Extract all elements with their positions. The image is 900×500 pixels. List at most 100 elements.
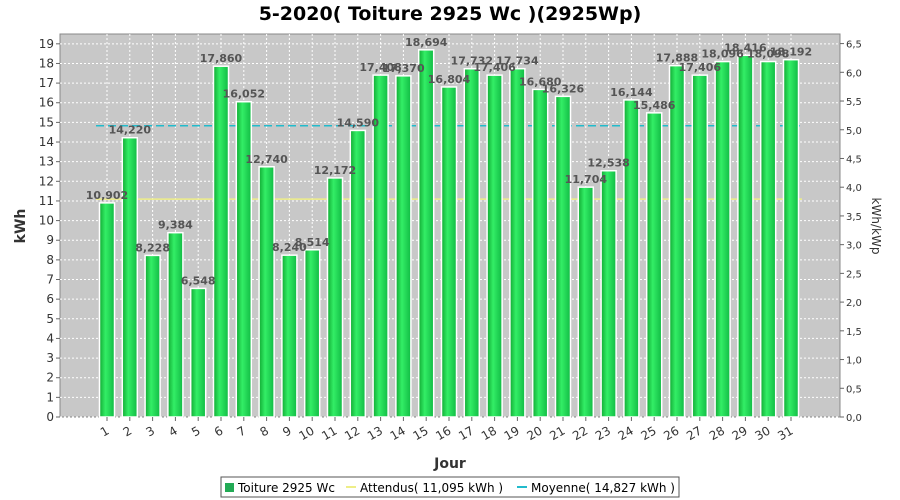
y-tick-label: 2	[46, 371, 54, 385]
x-tick-label-8: 8	[257, 423, 271, 439]
data-label-day-23: 12,538	[587, 157, 629, 170]
data-label-day-26: 17,888	[656, 52, 698, 65]
x-tick-label-13: 13	[365, 423, 385, 443]
data-label-day-8: 12,740	[245, 153, 288, 166]
data-label-day-12: 14,590	[337, 116, 380, 129]
bar-day-28	[714, 60, 731, 418]
bar-day-18	[486, 74, 503, 418]
y-tick-label: 4	[46, 331, 54, 345]
bar-day-24	[623, 99, 640, 418]
y-axis-title: kWh	[13, 209, 29, 244]
data-label-day-27: 17,406	[679, 61, 722, 74]
legend-label-bars: Toiture 2925 Wc	[237, 481, 335, 495]
data-label-day-25: 15,486	[633, 99, 676, 112]
y-tick-label: 15	[39, 115, 54, 129]
legend: Toiture 2925 Wc Attendus( 11,095 kWh ) M…	[220, 476, 680, 498]
x-tick-label-6: 6	[212, 423, 226, 439]
x-tick-label-30: 30	[752, 423, 772, 443]
y2-tick-label: 2,0	[846, 298, 862, 309]
x-tick-label-20: 20	[524, 423, 544, 443]
x-tick-label-5: 5	[189, 423, 203, 439]
data-label-day-19: 17,734	[496, 55, 539, 68]
x-tick-label-19: 19	[502, 423, 522, 443]
bar-day-19	[509, 67, 526, 418]
data-label-day-6: 17,860	[200, 52, 243, 65]
bar-day-6	[212, 65, 230, 418]
data-label-day-21: 16,326	[542, 82, 585, 95]
data-label-day-31: 18,192	[770, 46, 812, 59]
bar-day-2	[121, 136, 139, 418]
x-tick-label-14: 14	[388, 423, 408, 443]
bar-day-9	[281, 254, 298, 418]
x-tick-label-26: 26	[661, 423, 681, 443]
data-label-day-22: 11,704	[565, 173, 608, 186]
x-tick-label-21: 21	[547, 423, 567, 443]
y2-axis-title: kWh/kWp	[869, 198, 883, 255]
data-label-day-11: 12,172	[314, 164, 356, 177]
bar-day-3	[144, 254, 161, 418]
x-axis-title: Jour	[433, 456, 466, 472]
y-tick-label: 12	[39, 174, 54, 188]
bar-day-4	[167, 231, 184, 418]
y-tick-label: 13	[39, 155, 54, 169]
legend-label-expected: Attendus( 11,095 kWh )	[360, 481, 503, 495]
x-tick-label-10: 10	[296, 423, 316, 443]
data-label-day-5: 6,548	[181, 274, 216, 287]
y2-tick-label: 6,5	[846, 40, 862, 51]
x-tick-label-28: 28	[707, 423, 727, 443]
data-label-day-15: 18,694	[405, 36, 448, 49]
x-tick-label-18: 18	[479, 423, 499, 443]
x-tick-label-16: 16	[433, 423, 453, 443]
x-tick-label-1: 1	[98, 423, 112, 439]
y2-tick-label: 2,5	[846, 269, 862, 280]
bar-day-25	[645, 112, 663, 418]
bar-day-8	[258, 166, 275, 418]
chart-title: 5-2020( Toiture 2925 Wc )(2925Wp)	[259, 3, 642, 25]
x-tick-label-24: 24	[616, 423, 636, 443]
y-tick-label: 8	[46, 253, 54, 267]
y-tick-label: 17	[39, 76, 54, 90]
y2-tick-label: 1,5	[846, 327, 862, 338]
y2-tick-label: 4,0	[846, 183, 862, 194]
bar-day-23	[600, 169, 617, 418]
legend-label-average: Moyenne( 14,827 kWh )	[531, 481, 675, 495]
x-tick-label-9: 9	[280, 423, 294, 439]
bar-day-16	[440, 86, 458, 418]
y2-tick-label: 6,0	[846, 68, 862, 79]
bar-day-30	[759, 60, 777, 418]
bar-day-22	[577, 186, 595, 418]
data-label-day-18: 17,406	[473, 61, 516, 74]
bar-day-7	[235, 100, 253, 418]
bar-day-20	[531, 88, 549, 418]
y-tick-label: 7	[46, 273, 54, 287]
y2-tick-label: 5,0	[846, 126, 862, 137]
y-tick-label: 1	[46, 390, 54, 404]
bar-day-10	[303, 249, 321, 418]
y2-tick-label: 3,0	[846, 241, 862, 252]
x-tick-label-25: 25	[638, 423, 658, 443]
bar-day-14	[395, 75, 412, 418]
x-tick-label-31: 31	[775, 423, 795, 443]
data-label-day-24: 16,144	[610, 86, 653, 99]
data-label-day-2: 14,220	[109, 124, 152, 137]
data-label-day-28: 18,096	[701, 48, 744, 61]
data-label-day-13: 17,408	[359, 61, 401, 74]
y-tick-label: 18	[39, 56, 54, 70]
data-label-day-10: 8,514	[295, 236, 330, 249]
data-label-day-29: 18,416	[724, 41, 767, 54]
bar-day-15	[417, 49, 435, 418]
bar-day-5	[189, 287, 207, 418]
bar-day-21	[554, 95, 572, 418]
data-label-day-4: 9,384	[158, 219, 193, 232]
y-tick-label: 3	[46, 351, 54, 365]
x-tick-label-27: 27	[684, 423, 704, 443]
data-label-day-16: 16,804	[428, 73, 471, 86]
y-tick-label: 9	[46, 233, 54, 247]
y-tick-label: 0	[46, 410, 54, 424]
data-label-day-20: 16,680	[519, 75, 562, 88]
bar-day-17	[463, 67, 481, 418]
legend-swatch-bars	[225, 483, 234, 492]
y-tick-label: 19	[39, 37, 54, 51]
